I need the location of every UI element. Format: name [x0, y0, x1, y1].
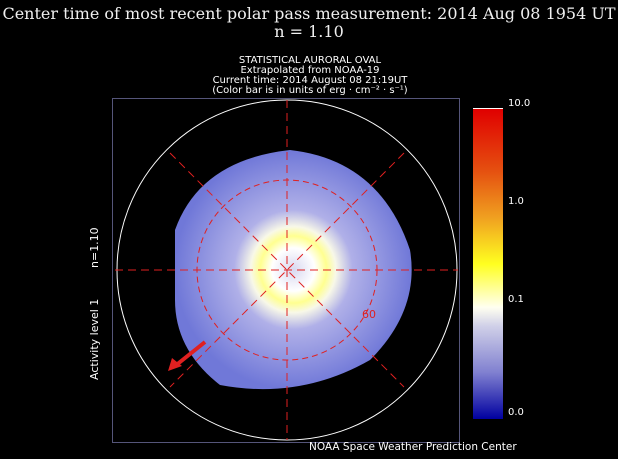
meridian-line	[169, 152, 405, 388]
map-frame	[112, 98, 460, 443]
subtitle-line: Current time: 2014 August 08 21:19UT	[212, 75, 408, 86]
auroral-oval	[175, 150, 412, 390]
colorbar-tick: 0.1	[508, 294, 524, 305]
plot-subtitle: STATISTICAL AURORAL OVAL Extrapolated fr…	[180, 56, 440, 96]
header-title: Center time of most recent polar pass me…	[2, 4, 616, 23]
colorbar-tick: 1.0	[508, 196, 524, 207]
credit: NOAA Space Weather Prediction Center	[309, 441, 517, 453]
n-label: n=1.10	[88, 227, 101, 268]
header-n: n = 1.10	[274, 22, 344, 41]
colorbar-tick: 0.0	[508, 407, 524, 418]
activity-label: Activity level 1	[88, 298, 101, 380]
sun-direction-arrow	[173, 340, 207, 368]
colorbar-tick: 10.0	[508, 98, 531, 109]
meridian-line	[169, 152, 405, 388]
subtitle-line: STATISTICAL AURORAL OVAL	[238, 55, 382, 66]
latitude-label: 60	[362, 308, 376, 321]
arrow-head-icon	[168, 358, 182, 371]
subtitle-line: (Color bar is in units of erg · cm⁻² · s…	[212, 85, 408, 96]
subtitle-line: Extrapolated from NOAA-19	[240, 65, 380, 76]
colorbar	[473, 108, 503, 419]
